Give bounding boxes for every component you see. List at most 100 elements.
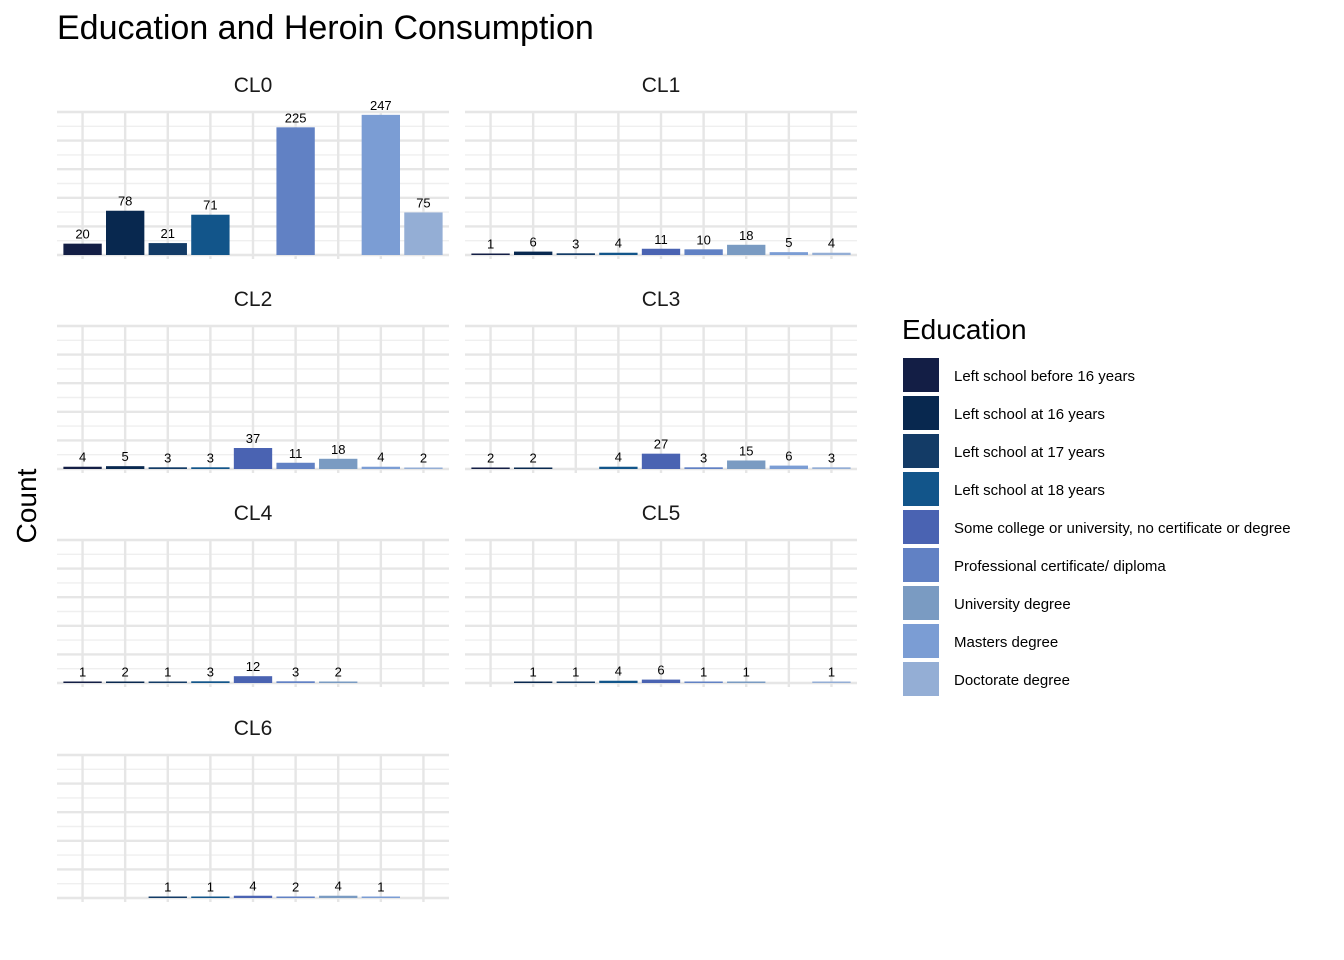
data-label: 18 — [331, 442, 345, 457]
bar — [727, 244, 766, 255]
legend-swatch — [903, 548, 939, 582]
legend-item: Professional certificate/ diploma — [903, 548, 1166, 582]
data-label: 5 — [785, 235, 792, 250]
bar — [812, 467, 851, 469]
data-label: 4 — [79, 450, 86, 465]
data-label: 15 — [739, 443, 753, 458]
data-label: 1 — [207, 880, 214, 895]
bar — [684, 249, 723, 255]
legend-item: Left school at 17 years — [903, 434, 1105, 468]
data-label: 11 — [289, 446, 303, 461]
data-label: 1 — [743, 665, 750, 680]
data-label: 11 — [654, 232, 668, 247]
legend-item: Left school at 18 years — [903, 472, 1105, 506]
legend-swatch — [903, 358, 939, 392]
facet-label: CL1 — [642, 74, 681, 97]
bar — [106, 681, 145, 683]
data-label: 75 — [416, 195, 430, 210]
bar — [106, 210, 145, 255]
y-axis-label: Count — [11, 468, 42, 543]
bar — [404, 467, 443, 469]
data-label: 1 — [572, 665, 579, 680]
panel-cl5: CL5 1 1 4 6 1 1 1 — [465, 502, 857, 687]
data-label: 2 — [530, 451, 537, 466]
data-label: 4 — [377, 450, 384, 465]
bar — [361, 114, 400, 255]
bar — [276, 462, 315, 469]
legend-label: Left school at 16 years — [954, 406, 1105, 423]
legend-swatch — [903, 586, 939, 620]
data-label: 1 — [377, 880, 384, 895]
data-label: 225 — [285, 110, 307, 125]
data-label: 71 — [203, 198, 217, 213]
bar — [191, 467, 230, 469]
data-label: 4 — [615, 236, 622, 251]
bar — [641, 453, 681, 469]
legend-swatch — [903, 472, 939, 506]
bar — [148, 681, 187, 683]
bar — [148, 896, 187, 898]
bar — [63, 243, 102, 255]
data-label: 3 — [572, 236, 579, 251]
facet-label: CL4 — [234, 502, 273, 525]
bar — [599, 680, 638, 683]
facet-label: CL2 — [234, 288, 273, 311]
legend-label: University degree — [954, 596, 1071, 613]
facet-label: CL6 — [234, 717, 273, 740]
bar — [812, 681, 851, 683]
panel-cl1: CL1 1 6 3 4 11 10 18 5 4 — [465, 74, 857, 259]
data-label: 4 — [335, 879, 342, 894]
legend-item: University degree — [903, 586, 1071, 620]
bar — [404, 212, 443, 255]
data-label: 3 — [164, 450, 171, 465]
data-label: 3 — [207, 664, 214, 679]
bar — [319, 681, 358, 683]
legend-swatch — [903, 624, 939, 658]
legend-item: Left school before 16 years — [903, 358, 1135, 392]
bar — [233, 676, 273, 683]
legend: Education Left school before 16 years Lef… — [902, 314, 1291, 696]
bar — [727, 681, 766, 683]
data-label: 4 — [615, 450, 622, 465]
data-label: 1 — [164, 880, 171, 895]
data-label: 3 — [700, 450, 707, 465]
data-label: 27 — [654, 437, 668, 452]
data-label: 6 — [785, 449, 792, 464]
legend-label: Professional certificate/ diploma — [954, 558, 1166, 575]
data-label: 6 — [657, 663, 664, 678]
panel-cl3: CL3 2 2 4 27 3 15 6 3 — [465, 288, 857, 473]
legend-item: Some college or university, no certifica… — [903, 510, 1291, 544]
bar — [514, 251, 553, 255]
data-label: 1 — [79, 665, 86, 680]
data-label: 4 — [828, 236, 835, 251]
bar — [63, 466, 102, 469]
bar — [556, 681, 595, 683]
legend-swatch — [903, 662, 939, 696]
bar — [191, 681, 230, 683]
data-label: 10 — [696, 232, 710, 247]
data-label: 2 — [487, 451, 494, 466]
data-label: 6 — [530, 235, 537, 250]
facet-label: CL5 — [642, 502, 681, 525]
legend-item: Doctorate degree — [903, 662, 1070, 696]
legend-label: Left school before 16 years — [954, 368, 1135, 385]
bar — [684, 681, 723, 683]
data-label: 247 — [370, 98, 392, 113]
bar — [191, 214, 230, 255]
legend-label: Left school at 17 years — [954, 444, 1105, 461]
data-label: 1 — [530, 665, 537, 680]
bar — [514, 681, 553, 683]
data-label: 2 — [420, 451, 427, 466]
bar — [599, 252, 638, 255]
facet-label: CL3 — [642, 288, 681, 311]
bar — [556, 253, 595, 255]
bar — [63, 681, 102, 683]
legend-label: Masters degree — [954, 634, 1058, 651]
bar — [276, 681, 315, 683]
bar — [276, 127, 315, 255]
data-label: 21 — [161, 226, 175, 241]
bar — [106, 466, 145, 469]
